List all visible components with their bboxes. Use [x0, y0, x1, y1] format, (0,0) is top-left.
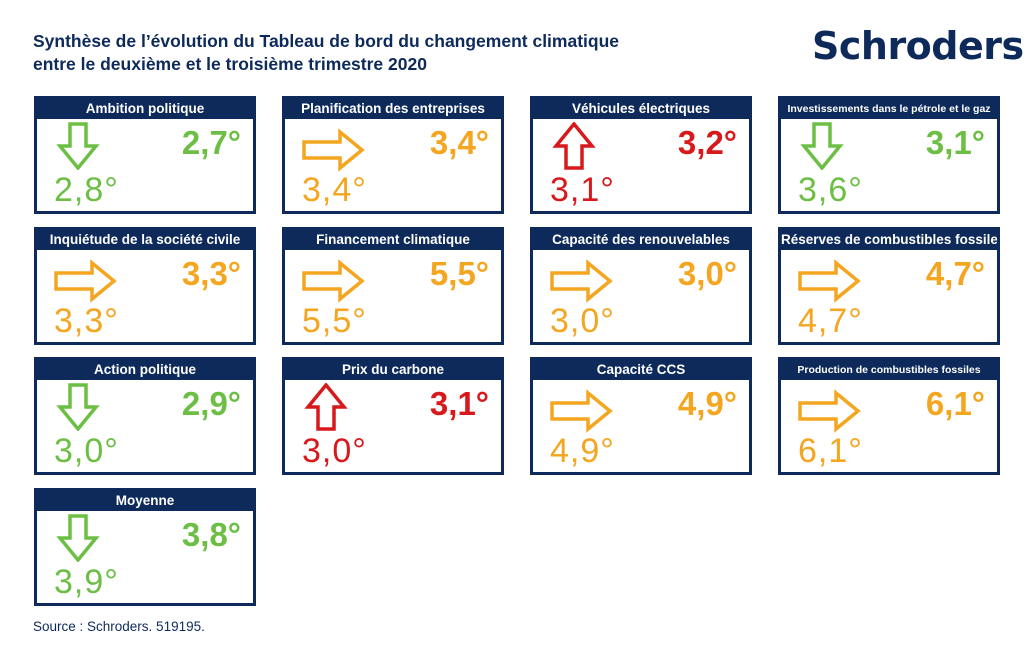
current-value: 3,0° — [677, 255, 737, 292]
indicator-card-capacite-ccs: Capacité CCS 4,9° 4,9° — [530, 357, 752, 475]
indicator-card-moyenne: Moyenne 3,8° 3,9° — [34, 488, 256, 606]
previous-value: 2,8° — [54, 171, 119, 209]
indicator-label: Investissements dans le pétrole et le ga… — [781, 99, 997, 119]
indicator-card-financement-climatique: Financement climatique 5,5° 5,5° — [282, 227, 504, 345]
previous-value: 3,0° — [54, 432, 119, 470]
trend-flat-arrow-icon — [550, 389, 613, 433]
trend-down-arrow-icon — [56, 514, 100, 562]
indicator-label: Planification des entreprises — [285, 99, 501, 119]
indicator-card-inquietude-de-la-societe-civile: Inquiétude de la société civile 3,3° 3,3° — [34, 227, 256, 345]
trend-up-arrow-icon — [304, 383, 348, 431]
indicator-card-prix-du-carbone: Prix du carbone 3,1° 3,0° — [282, 357, 504, 475]
current-value: 4,7° — [925, 255, 985, 292]
current-value: 3,8° — [181, 516, 241, 553]
trend-down-arrow-icon — [56, 122, 100, 170]
previous-value: 3,0° — [550, 302, 615, 340]
current-value: 3,1° — [925, 124, 985, 161]
trend-flat-arrow-icon — [550, 259, 613, 303]
current-value: 5,5° — [429, 255, 489, 292]
title-line-2: entre le deuxième et le troisième trimes… — [33, 54, 427, 74]
previous-value: 3,6° — [798, 171, 863, 209]
indicator-label: Réserves de combustibles fossiles — [781, 230, 997, 250]
previous-value: 3,9° — [54, 563, 119, 601]
indicator-card-investissements-dans-le-petrole-et-le-gaz: Investissements dans le pétrole et le ga… — [778, 96, 1000, 214]
indicator-label: Action politique — [37, 360, 253, 380]
source-note: Source : Schroders. 519195. — [33, 619, 205, 634]
trend-flat-arrow-icon — [302, 259, 365, 303]
indicator-card-planification-des-entreprises: Planification des entreprises 3,4° 3,4° — [282, 96, 504, 214]
trend-up-arrow-icon — [552, 122, 596, 170]
indicator-card-production-de-combustibles-fossiles: Production de combustibles fossiles 6,1° 6… — [778, 357, 1000, 475]
current-value: 2,7° — [181, 124, 241, 161]
previous-value: 4,9° — [550, 432, 615, 470]
indicator-card-vehicules-electriques: Véhicules électriques 3,2° 3,1° — [530, 96, 752, 214]
indicator-label: Moyenne — [37, 491, 253, 511]
indicator-label: Véhicules électriques — [533, 99, 749, 119]
indicator-label: Inquiétude de la société civile — [37, 230, 253, 250]
indicator-card-reserves-de-combustibles-fossiles: Réserves de combustibles fossiles 4,7° 4,7… — [778, 227, 1000, 345]
indicator-card-capacite-des-renouvelables: Capacité des renouvelables 3,0° 3,0° — [530, 227, 752, 345]
trend-flat-arrow-icon — [798, 259, 861, 303]
previous-value: 3,0° — [302, 432, 367, 470]
title-line-1: Synthèse de l’évolution du Tableau de bo… — [33, 31, 620, 51]
current-value: 4,9° — [677, 385, 737, 422]
previous-value: 5,5° — [302, 302, 367, 340]
indicator-label: Production de combustibles fossiles — [781, 360, 997, 380]
chart-title: Synthèse de l’évolution du Tableau de bo… — [33, 30, 619, 76]
indicator-card-action-politique: Action politique 2,9° 3,0° — [34, 357, 256, 475]
previous-value: 3,1° — [550, 171, 615, 209]
schroders-logo: Schroders — [812, 24, 1024, 68]
indicator-label: Financement climatique — [285, 230, 501, 250]
trend-down-arrow-icon — [800, 122, 844, 170]
current-value: 3,3° — [181, 255, 241, 292]
previous-value: 6,1° — [798, 432, 863, 470]
trend-flat-arrow-icon — [302, 128, 365, 172]
current-value: 2,9° — [181, 385, 241, 422]
previous-value: 3,4° — [302, 171, 367, 209]
current-value: 3,4° — [429, 124, 489, 161]
indicator-label: Prix du carbone — [285, 360, 501, 380]
trend-down-arrow-icon — [56, 383, 100, 431]
trend-flat-arrow-icon — [54, 259, 117, 303]
current-value: 3,2° — [677, 124, 737, 161]
trend-flat-arrow-icon — [798, 389, 861, 433]
indicator-label: Capacité CCS — [533, 360, 749, 380]
indicator-card-ambition-politique: Ambition politique 2,7° 2,8° — [34, 96, 256, 214]
previous-value: 3,3° — [54, 302, 119, 340]
indicator-label: Ambition politique — [37, 99, 253, 119]
current-value: 3,1° — [429, 385, 489, 422]
previous-value: 4,7° — [798, 302, 863, 340]
indicator-label: Capacité des renouvelables — [533, 230, 749, 250]
current-value: 6,1° — [925, 385, 985, 422]
